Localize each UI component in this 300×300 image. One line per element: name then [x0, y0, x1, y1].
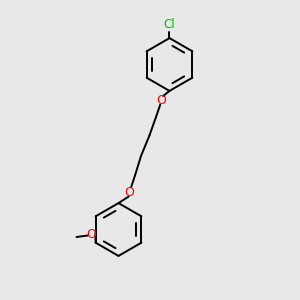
Text: O: O: [87, 228, 96, 241]
Text: O: O: [125, 185, 134, 199]
Text: Cl: Cl: [164, 17, 175, 31]
Text: O: O: [157, 94, 166, 107]
